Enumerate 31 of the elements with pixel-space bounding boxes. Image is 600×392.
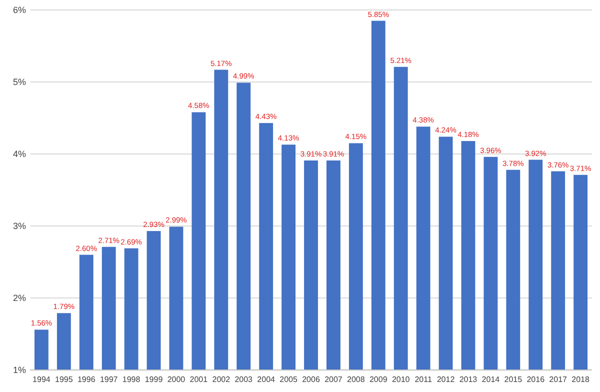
y-tick-label: 6% [12, 5, 26, 16]
x-tick-label: 2009 [369, 375, 388, 384]
x-tick-label: 2015 [504, 375, 523, 384]
y-tick-label: 3% [12, 221, 26, 232]
y-tick-label: 2% [12, 293, 26, 304]
x-tick-label: 2016 [526, 375, 546, 384]
x-tick-label: 2006 [302, 375, 320, 384]
x-tick-label: 1999 [144, 375, 164, 384]
y-tick-label: 5% [12, 77, 26, 88]
x-tick-label: 2000 [167, 375, 186, 384]
x-tick-label: 2001 [190, 375, 208, 384]
x-tick-label: 2012 [436, 375, 456, 384]
x-tick-label: 2007 [324, 375, 343, 384]
x-tick-label: 2018 [572, 375, 590, 384]
x-tick-label: 1994 [32, 375, 51, 384]
x-tick-label: 2002 [212, 375, 231, 384]
x-tick-label: 2005 [280, 375, 298, 384]
x-tick-label: 1995 [55, 375, 74, 384]
x-tick-label: 2013 [459, 375, 478, 384]
y-tick-label: 4% [12, 149, 26, 160]
x-tick-label: 2004 [257, 375, 276, 384]
x-tick-label: 2008 [347, 375, 366, 384]
x-tick-label: 1996 [77, 375, 96, 384]
x-tick-label: 2011 [414, 375, 432, 384]
x-tick-label: 2003 [234, 375, 254, 384]
x-tick-label: 2010 [392, 375, 410, 384]
y-tick-label: 1% [12, 365, 26, 376]
x-tick-label: 1998 [122, 375, 141, 384]
x-tick-label: 2014 [482, 375, 500, 384]
x-tick-label: 1997 [100, 375, 118, 384]
x-tick-label: 2017 [549, 375, 568, 384]
